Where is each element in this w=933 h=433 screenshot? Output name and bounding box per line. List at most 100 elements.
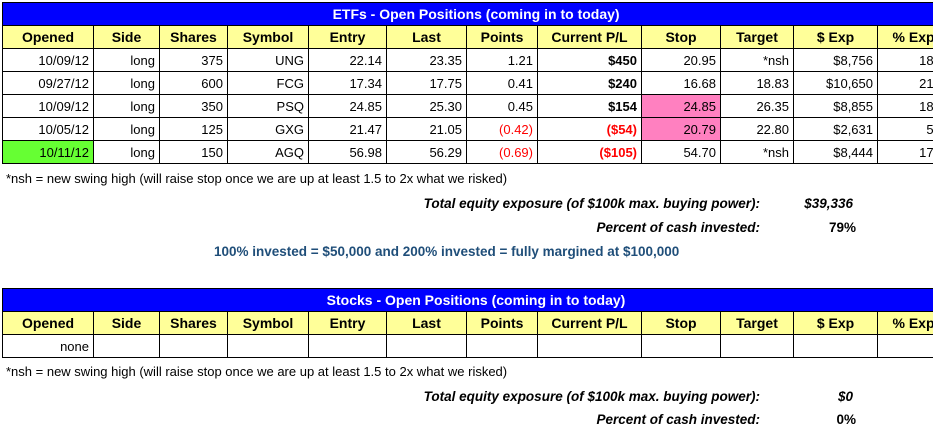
stocks-exposure-label: Total equity exposure (of $100k max. buy… (423, 389, 760, 404)
cell-pl: $240 (537, 71, 642, 95)
cell-stop: 54.70 (641, 140, 721, 164)
stocks-section: Stocks - Open Positions (coming in to to… (2, 288, 933, 358)
cell-empty (308, 334, 387, 358)
cell-points-negative: (0.42) (466, 117, 538, 141)
cell-target: 26.35 (720, 94, 794, 118)
cell-pl-negative: ($54) (537, 117, 642, 141)
cell-opened: 10/09/12 (2, 94, 94, 118)
cell-pexp: 18% (876, 48, 933, 72)
cell-target: 18.83 (720, 71, 794, 95)
col-target: Target (720, 311, 794, 335)
cell-pexp: 21% (876, 71, 933, 95)
cell-stop: 16.68 (641, 71, 721, 95)
cell-entry: 21.47 (308, 117, 387, 141)
etf-exposure-value: $39,336 (804, 196, 853, 211)
cell-last: 23.35 (386, 48, 467, 72)
cell-empty (537, 334, 642, 358)
cell-entry: 56.98 (308, 140, 387, 164)
table-row: 10/11/12 long 150 AGQ 56.98 56.29 (0.69)… (2, 140, 933, 164)
cell-entry: 22.14 (308, 48, 387, 72)
cell-target: *nsh (720, 140, 794, 164)
col-last: Last (386, 25, 467, 49)
cell-last: 25.30 (386, 94, 467, 118)
stocks-title: Stocks - Open Positions (coming in to to… (2, 288, 933, 312)
cell-points: 0.45 (466, 94, 538, 118)
cell-last: 21.05 (386, 117, 467, 141)
cell-shares: 350 (159, 94, 228, 118)
cell-pexp: 18% (876, 94, 933, 118)
stocks-table: Stocks - Open Positions (coming in to to… (2, 288, 933, 358)
cell-empty (720, 334, 794, 358)
cell-side: long (93, 117, 160, 141)
cell-shares: 600 (159, 71, 228, 95)
cell-pexp: 5% (876, 117, 933, 141)
cell-empty (877, 334, 933, 358)
col-points: Points (466, 311, 538, 335)
cell-pl-negative: ($105) (537, 140, 642, 164)
col-target: Target (720, 25, 794, 49)
cell-stop: 20.95 (641, 48, 721, 72)
cell-empty (227, 334, 309, 358)
cell-symbol: PSQ (227, 94, 309, 118)
cell-exp: $8,756 (793, 48, 878, 72)
cell-side: long (93, 140, 160, 164)
cell-empty (93, 334, 160, 358)
col-dollar-exp: $ Exp (793, 311, 878, 335)
col-shares: Shares (159, 311, 228, 335)
cell-empty (793, 334, 878, 358)
cell-opened: none (2, 334, 94, 358)
col-current-pl: Current P/L (537, 311, 642, 335)
stocks-nsh-note: *nsh = new swing high (will raise stop o… (6, 364, 508, 379)
cell-symbol: GXG (227, 117, 309, 141)
cell-exp: $2,631 (793, 117, 878, 141)
cell-symbol: FCG (227, 71, 309, 95)
cell-exp: $10,650 (793, 71, 878, 95)
col-opened: Opened (2, 311, 94, 335)
cell-empty (386, 334, 467, 358)
etf-table: ETFs - Open Positions (coming in to toda… (1, 2, 933, 164)
margin-note: 100% invested = $50,000 and 200% investe… (214, 244, 680, 259)
col-entry: Entry (308, 311, 387, 335)
etf-title: ETFs - Open Positions (coming in to toda… (1, 2, 933, 26)
cell-stop-highlight: 20.79 (641, 117, 721, 141)
table-row: 10/05/12 long 125 GXG 21.47 21.05 (0.42)… (2, 117, 933, 141)
col-opened: Opened (2, 25, 94, 49)
col-last: Last (386, 311, 467, 335)
cell-symbol: UNG (227, 48, 309, 72)
cell-symbol: AGQ (227, 140, 309, 164)
cell-points-negative: (0.69) (466, 140, 538, 164)
col-shares: Shares (159, 25, 228, 49)
cell-pl: $154 (537, 94, 642, 118)
cell-exp: $8,444 (793, 140, 878, 164)
cell-stop-highlight: 24.85 (641, 94, 721, 118)
col-symbol: Symbol (227, 311, 309, 335)
col-entry: Entry (308, 25, 387, 49)
col-pct-exp: % Exp (876, 25, 933, 49)
stocks-exposure-value: $0 (837, 389, 853, 404)
cell-pl: $450 (537, 48, 642, 72)
etf-section: ETFs - Open Positions (coming in to toda… (1, 2, 933, 164)
table-row: 10/09/12 long 375 UNG 22.14 23.35 1.21 $… (2, 48, 933, 72)
cell-entry: 24.85 (308, 94, 387, 118)
cell-opened: 10/05/12 (2, 117, 94, 141)
col-stop: Stop (641, 311, 721, 335)
col-stop: Stop (641, 25, 721, 49)
col-dollar-exp: $ Exp (793, 25, 878, 49)
cell-target: 22.80 (720, 117, 794, 141)
cell-side: long (93, 71, 160, 95)
col-points: Points (466, 25, 538, 49)
cell-entry: 17.34 (308, 71, 387, 95)
cell-opened: 09/27/12 (2, 71, 94, 95)
cell-pexp: 17% (876, 140, 933, 164)
cell-side: long (93, 48, 160, 72)
cell-target: *nsh (720, 48, 794, 72)
col-symbol: Symbol (227, 25, 309, 49)
table-row: 09/27/12 long 600 FCG 17.34 17.75 0.41 $… (2, 71, 933, 95)
cell-shares: 375 (159, 48, 228, 72)
cell-shares: 125 (159, 117, 228, 141)
cell-shares: 150 (159, 140, 228, 164)
col-pct-exp: % Exp (877, 311, 933, 335)
etf-exposure-label: Total equity exposure (of $100k max. buy… (423, 196, 760, 211)
cell-opened: 10/09/12 (2, 48, 94, 72)
etf-nsh-note: *nsh = new swing high (will raise stop o… (6, 171, 508, 186)
